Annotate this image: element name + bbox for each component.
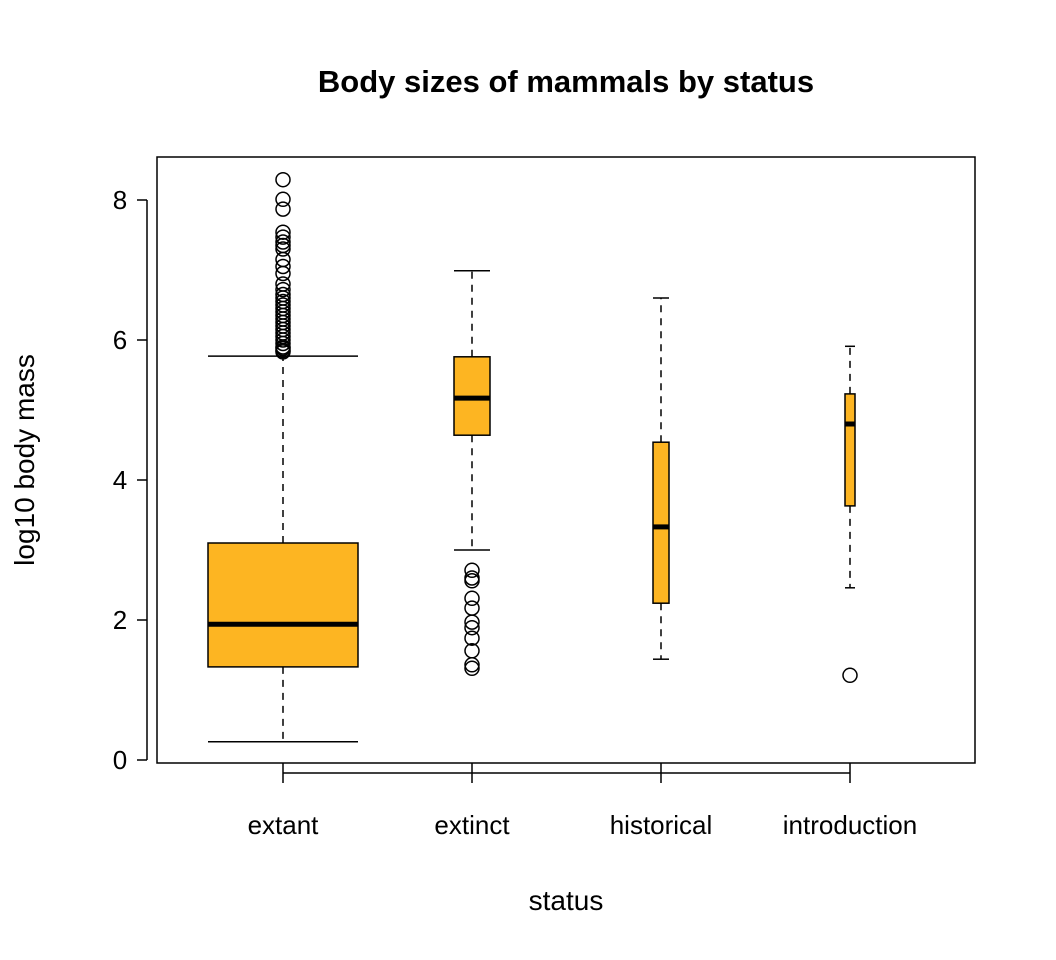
outlier-point	[275, 344, 291, 360]
box-extinct	[453, 269, 491, 677]
outlier-point	[275, 265, 291, 282]
y-tick-label: 8	[113, 185, 127, 215]
box-iqr	[652, 441, 670, 604]
y-tick-label: 0	[113, 745, 127, 775]
x-axis-label: status	[529, 885, 604, 916]
outlier-point	[275, 281, 291, 298]
outlier-point	[464, 657, 480, 673]
outlier-point	[464, 619, 480, 636]
outlier-point	[464, 562, 480, 579]
outlier-point	[275, 237, 291, 254]
outlier-point	[275, 191, 291, 208]
outlier-point	[464, 573, 480, 589]
x-tick-label: introduction	[783, 810, 917, 840]
box-introduction	[842, 345, 858, 684]
x-tick-label: historical	[610, 810, 713, 840]
y-axis: 0 2 4 6 8	[113, 185, 148, 775]
box-historical	[652, 297, 670, 660]
box-extant	[207, 171, 359, 743]
y-tick-label: 4	[113, 465, 127, 495]
plot-frame	[156, 156, 976, 764]
x-axis: extant extinct historical introduction	[248, 763, 917, 840]
x-tick-label: extant	[248, 810, 320, 840]
outlier-point	[275, 332, 291, 348]
box-iqr	[207, 542, 359, 668]
chart-title: Body sizes of mammals by status	[318, 64, 814, 99]
outlier-point	[464, 600, 480, 616]
y-tick-label: 2	[113, 605, 127, 635]
outlier-point	[464, 590, 480, 607]
outlier-point	[275, 335, 291, 352]
outlier-point	[464, 660, 480, 677]
outlier-point	[275, 229, 291, 245]
outlier-point	[275, 201, 291, 217]
outlier-point	[464, 614, 480, 630]
outlier-point	[842, 667, 858, 684]
outlier-point	[275, 241, 291, 257]
outlier-point	[275, 258, 291, 275]
y-axis-label: log10 body mass	[9, 354, 40, 566]
box-iqr	[844, 393, 856, 507]
outlier-point	[275, 171, 291, 188]
outlier-point	[275, 234, 291, 250]
outlier-point	[464, 630, 480, 646]
x-tick-label: extinct	[434, 810, 510, 840]
y-tick-label: 6	[113, 325, 127, 355]
